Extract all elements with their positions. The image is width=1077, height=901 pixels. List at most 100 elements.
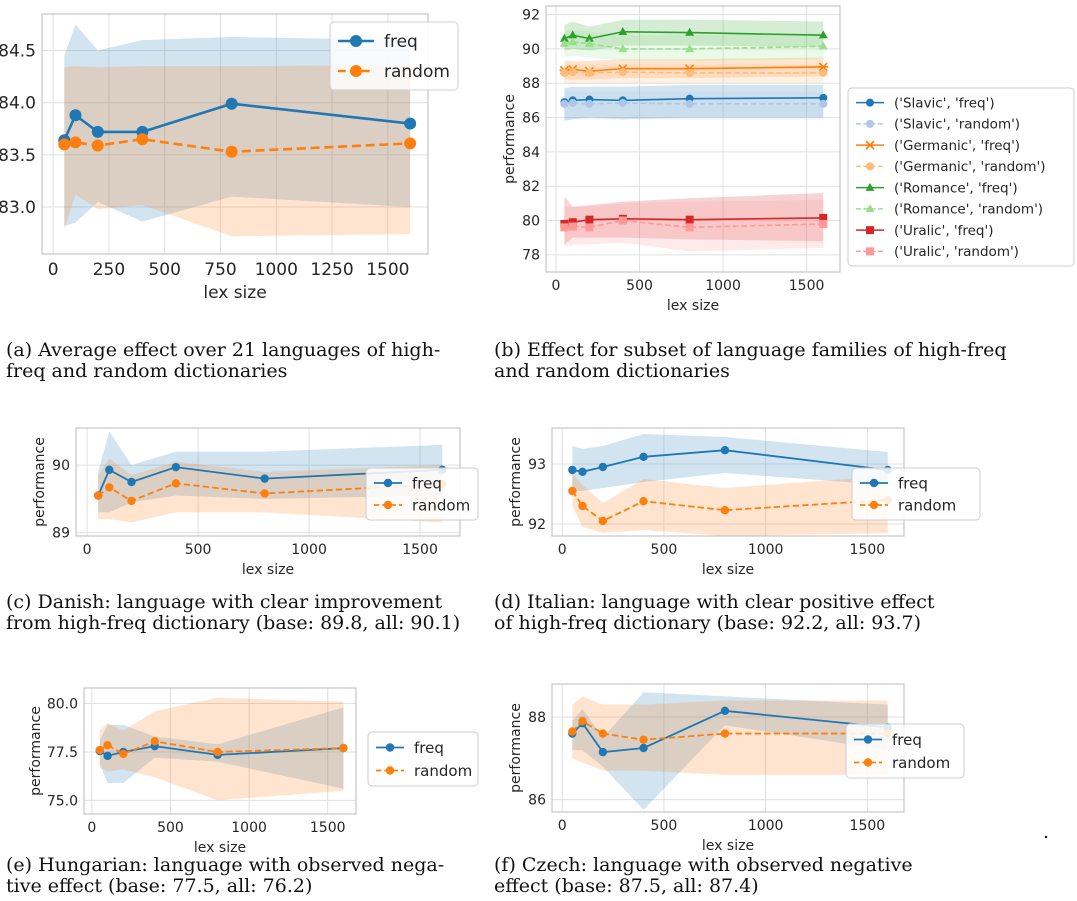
confidence-band <box>564 84 824 121</box>
legend-marker <box>385 766 395 775</box>
legend-label: ('Slavic', 'random') <box>894 117 1020 133</box>
confidence-band <box>64 24 411 226</box>
legend-marker <box>383 478 393 488</box>
x-tick-label: 1250 <box>310 260 353 280</box>
legend-label: random <box>892 754 950 772</box>
data-point <box>225 97 238 110</box>
x-tick-label: 1500 <box>366 260 409 280</box>
series-line <box>97 466 443 496</box>
series-line <box>564 71 824 74</box>
y-axis-label: performance <box>32 437 48 527</box>
data-point <box>568 218 577 227</box>
confidence-band <box>572 696 888 775</box>
series-uralic_random <box>560 216 828 232</box>
data-point <box>171 462 181 472</box>
x-tick-label: 1000 <box>231 820 267 836</box>
caption-e: (e) Hungarian: language with observed ne… <box>6 854 445 897</box>
data-point <box>598 729 608 738</box>
y-tick-label: 80 <box>522 213 540 229</box>
legend-marker <box>866 226 874 235</box>
data-point <box>639 497 648 506</box>
series-line <box>64 137 411 154</box>
x-tick-label: 1500 <box>789 278 825 294</box>
legend-box <box>367 731 479 787</box>
legend-marker <box>866 98 874 107</box>
data-point <box>578 716 587 726</box>
x-tick-label: 500 <box>651 818 678 834</box>
caption-c: (c) Danish: language with clear improvem… <box>6 591 461 634</box>
series-romance_freq <box>559 26 828 42</box>
legend-label: freq <box>892 731 922 749</box>
chart-c-danish: 0 500 1000 1500 89 90 lex size performance freq r… <box>32 427 479 578</box>
data-point <box>720 506 730 515</box>
series-random <box>58 133 417 158</box>
confidence-band <box>564 19 824 51</box>
data-point <box>618 98 627 107</box>
y-axis-label: performance <box>502 94 518 184</box>
data-point <box>568 222 577 231</box>
legend: freq random <box>367 731 479 787</box>
y-axis-label: performance <box>28 706 44 796</box>
legend-label: ('Germanic', 'random') <box>894 159 1046 175</box>
confidence-band <box>572 692 888 810</box>
x-axis-label: lex size <box>667 298 719 314</box>
legend-label: ('Romance', 'random') <box>894 202 1043 218</box>
legend: freq random <box>365 467 479 521</box>
confidence-band <box>572 473 888 536</box>
data-point <box>618 68 627 77</box>
data-point <box>560 99 569 108</box>
data-point <box>598 747 608 757</box>
plot-frame <box>41 13 429 255</box>
y-tick-label: 84 <box>522 145 540 161</box>
y-tick-label: 83.5 <box>0 146 36 166</box>
x-tick-label: 500 <box>157 820 184 836</box>
data-point <box>69 109 82 122</box>
x-tick-label: 1500 <box>850 542 886 558</box>
data-point <box>819 93 828 102</box>
x-tick-label: 0 <box>87 820 96 836</box>
data-point <box>225 145 238 158</box>
data-point <box>685 68 694 77</box>
legend-box <box>365 467 479 521</box>
legend-marker <box>383 500 393 510</box>
series-line <box>99 740 344 755</box>
data-point <box>260 489 269 498</box>
legend-marker <box>869 478 879 488</box>
series-random <box>95 737 348 759</box>
legend-box <box>847 87 1075 267</box>
caption-d: (d) Italian: language with clear positiv… <box>494 591 935 634</box>
legend-label: random <box>414 762 472 780</box>
legend-label: ('Romance', 'freq') <box>894 180 1018 196</box>
confidence-band <box>564 30 824 61</box>
data-point <box>720 729 730 738</box>
confidence-band <box>99 697 344 801</box>
data-point <box>819 99 828 108</box>
x-tick-label: 1500 <box>310 820 346 836</box>
data-point <box>585 99 594 108</box>
x-tick-label: 0 <box>558 818 567 834</box>
legend-box <box>845 723 965 779</box>
data-point <box>560 223 569 232</box>
data-point <box>618 44 628 53</box>
data-point <box>339 743 348 753</box>
data-point <box>685 44 695 53</box>
y-tick-label: 93 <box>528 457 546 473</box>
data-point <box>91 125 104 138</box>
y-tick-label: 83.0 <box>0 198 36 218</box>
legend-marker <box>863 758 873 767</box>
confidence-band <box>564 193 824 245</box>
data-point <box>585 215 594 224</box>
legend-marker <box>866 119 874 128</box>
confidence-band <box>98 431 443 513</box>
legend: freq random <box>851 467 981 521</box>
x-tick-label: 250 <box>93 260 125 280</box>
series-germanic_random <box>560 68 828 77</box>
data-point <box>560 68 569 77</box>
data-point <box>639 735 648 744</box>
y-tick-label: 92 <box>528 517 546 533</box>
trailing-period: . <box>1043 821 1050 843</box>
x-axis-label: lex size <box>702 562 754 578</box>
data-point <box>171 479 181 488</box>
data-point <box>618 26 628 35</box>
data-point <box>568 37 578 46</box>
